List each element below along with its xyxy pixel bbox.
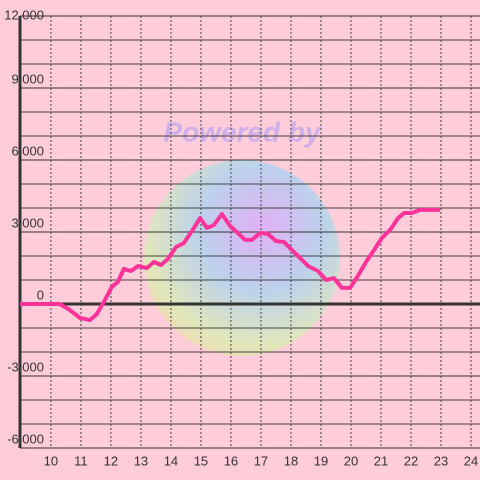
x-tick-label: 14 xyxy=(164,453,178,468)
x-tick-label: 10 xyxy=(44,453,58,468)
x-tick-label: 21 xyxy=(374,453,388,468)
x-tick-label: 11 xyxy=(74,453,88,468)
y-tick-label: 3,000 xyxy=(11,215,44,230)
data-line xyxy=(20,207,441,323)
x-tick-label: 15 xyxy=(194,453,208,468)
x-tick-label: 23 xyxy=(434,453,448,468)
y-tick-label: 9,000 xyxy=(11,71,44,86)
y-tick-label: 6,000 xyxy=(11,143,44,158)
x-tick-label: 19 xyxy=(314,453,328,468)
y-tick-label: -3,000 xyxy=(7,359,44,374)
x-tick-label: 17 xyxy=(254,453,268,468)
y-tick-label: 0 xyxy=(37,287,44,302)
x-tick-label: 12 xyxy=(104,453,118,468)
watermark-logo xyxy=(144,160,340,356)
y-tick-label: -6,000 xyxy=(7,431,44,446)
x-tick-label: 20 xyxy=(344,453,358,468)
watermark-text: Powered by xyxy=(163,116,322,147)
x-tick-label: 13 xyxy=(134,453,148,468)
x-tick-label: 22 xyxy=(404,453,418,468)
x-tick-label: 24 xyxy=(464,453,478,468)
plot xyxy=(20,207,441,323)
x-tick-label: 16 xyxy=(224,453,238,468)
y-tick-label: 12,000 xyxy=(4,7,44,22)
x-tick-label: 18 xyxy=(284,453,298,468)
